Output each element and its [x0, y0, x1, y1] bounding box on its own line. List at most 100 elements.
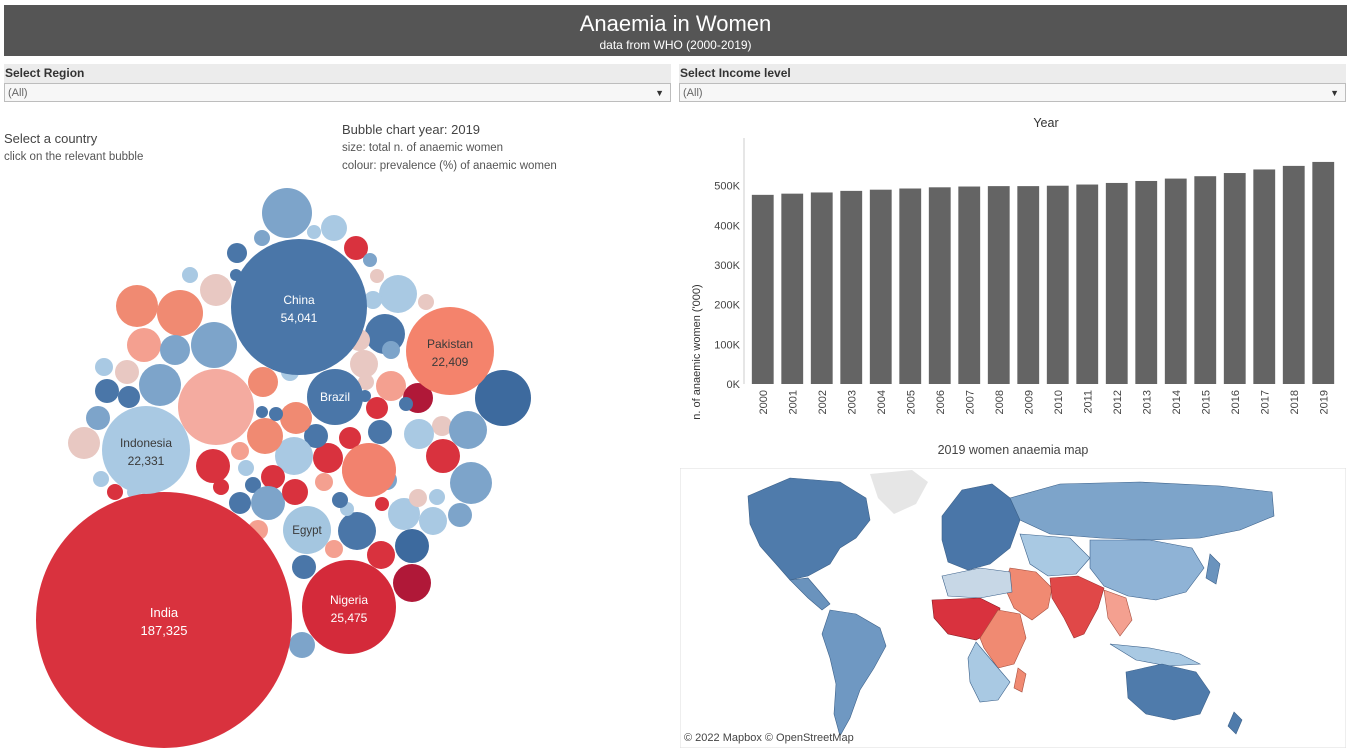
country-bubble-china[interactable] [231, 239, 367, 375]
country-bubble[interactable] [399, 397, 413, 411]
country-bubble[interactable] [339, 427, 361, 449]
bar-2002[interactable] [810, 192, 833, 384]
country-bubble-india[interactable] [36, 492, 292, 748]
country-bubble[interactable] [95, 358, 113, 376]
country-bubble-egypt[interactable] [283, 506, 331, 554]
map-region-russia[interactable] [1009, 481, 1275, 541]
country-bubble[interactable] [364, 291, 382, 309]
country-bubble[interactable] [282, 479, 308, 505]
region-select[interactable]: (All) ▼ [4, 83, 671, 102]
country-bubble[interactable] [304, 424, 328, 448]
country-bubble[interactable] [289, 632, 315, 658]
country-bubble[interactable] [448, 503, 472, 527]
country-bubble-nigeria[interactable] [302, 560, 396, 654]
country-bubble[interactable] [325, 540, 343, 558]
country-bubble[interactable] [449, 411, 487, 449]
country-bubble[interactable] [432, 416, 452, 436]
country-bubble[interactable] [429, 489, 445, 505]
country-bubble[interactable] [358, 374, 374, 390]
country-bubble[interactable] [196, 449, 230, 483]
country-bubble[interactable] [247, 418, 283, 454]
bar-2015[interactable] [1194, 176, 1217, 384]
income-select[interactable]: (All) ▼ [679, 83, 1346, 102]
country-bubble[interactable] [245, 477, 261, 493]
country-bubble-indonesia[interactable] [102, 406, 190, 494]
bar-2012[interactable] [1105, 182, 1128, 384]
country-bubble[interactable] [262, 188, 312, 238]
bar-2016[interactable] [1223, 173, 1246, 384]
country-bubble[interactable] [342, 443, 396, 497]
country-bubble[interactable] [426, 439, 460, 473]
country-bubble[interactable] [370, 269, 384, 283]
country-bubble[interactable] [280, 402, 312, 434]
map-region-north-america[interactable] [747, 477, 871, 581]
country-bubble-pakistan[interactable] [406, 307, 494, 395]
country-bubble[interactable] [388, 498, 420, 530]
bar-2018[interactable] [1282, 165, 1305, 384]
country-bubble[interactable] [227, 243, 247, 263]
map-region-new-zealand[interactable] [1227, 711, 1243, 735]
country-bubble[interactable] [409, 489, 427, 507]
country-bubble[interactable] [368, 420, 392, 444]
country-bubble[interactable] [313, 443, 343, 473]
country-bubble[interactable] [213, 479, 229, 495]
country-bubble[interactable] [419, 507, 447, 535]
country-bubble[interactable] [269, 407, 283, 421]
chevron-down-icon[interactable]: ▼ [1330, 88, 1339, 98]
bar-2005[interactable] [899, 188, 922, 385]
country-bubble[interactable] [95, 379, 119, 403]
country-bubble[interactable] [382, 341, 400, 359]
map-region-madagascar[interactable] [1013, 667, 1027, 693]
bar-2013[interactable] [1135, 180, 1158, 384]
country-bubble[interactable] [395, 529, 429, 563]
map-region-central-america[interactable] [789, 577, 831, 611]
country-bubble[interactable] [254, 230, 270, 246]
country-bubble[interactable] [350, 350, 378, 378]
country-bubble[interactable] [256, 406, 268, 418]
bar-2009[interactable] [1017, 186, 1040, 384]
country-bubble[interactable] [321, 215, 347, 241]
bar-2001[interactable] [781, 193, 804, 384]
country-bubble[interactable] [116, 285, 158, 327]
map-region-south-east-asia[interactable] [1103, 589, 1133, 637]
bar-2017[interactable] [1253, 169, 1276, 384]
country-bubble[interactable] [475, 370, 531, 426]
country-bubble[interactable] [229, 492, 251, 514]
map-region-europe[interactable] [941, 483, 1021, 571]
country-bubble[interactable] [178, 369, 254, 445]
country-bubble[interactable] [338, 512, 376, 550]
country-bubble[interactable] [251, 486, 285, 520]
country-bubble[interactable] [86, 406, 110, 430]
bar-2007[interactable] [958, 186, 981, 384]
country-bubble[interactable] [238, 460, 254, 476]
country-bubble[interactable] [393, 564, 431, 602]
country-bubble[interactable] [292, 555, 316, 579]
bar-2004[interactable] [869, 189, 892, 384]
map-region-south-asia[interactable] [1049, 575, 1105, 639]
country-bubble[interactable] [375, 497, 389, 511]
map-region-east-asia[interactable] [1089, 539, 1205, 601]
map-region-japan[interactable] [1205, 553, 1221, 585]
country-bubble[interactable] [367, 541, 395, 569]
chevron-down-icon[interactable]: ▼ [655, 88, 664, 98]
country-bubble-brazil[interactable] [307, 369, 363, 425]
map-region-indonesia[interactable] [1109, 643, 1202, 667]
map-region-east-africa[interactable] [979, 609, 1027, 669]
map-region-greenland[interactable] [870, 470, 928, 514]
country-bubble[interactable] [127, 328, 161, 362]
map-region-australia[interactable] [1125, 663, 1211, 721]
country-bubble[interactable] [418, 294, 434, 310]
country-bubble[interactable] [191, 322, 237, 368]
bar-2019[interactable] [1312, 161, 1335, 384]
country-bubble[interactable] [68, 427, 100, 459]
country-bubble[interactable] [248, 367, 278, 397]
world-map[interactable] [680, 468, 1346, 748]
country-bubble[interactable] [182, 267, 198, 283]
bar-2006[interactable] [928, 187, 951, 384]
country-bubble[interactable] [107, 484, 123, 500]
bar-2010[interactable] [1046, 185, 1069, 384]
country-bubble[interactable] [231, 442, 249, 460]
country-bubble[interactable] [160, 335, 190, 365]
country-bubble[interactable] [261, 465, 285, 489]
country-bubble[interactable] [344, 236, 368, 260]
